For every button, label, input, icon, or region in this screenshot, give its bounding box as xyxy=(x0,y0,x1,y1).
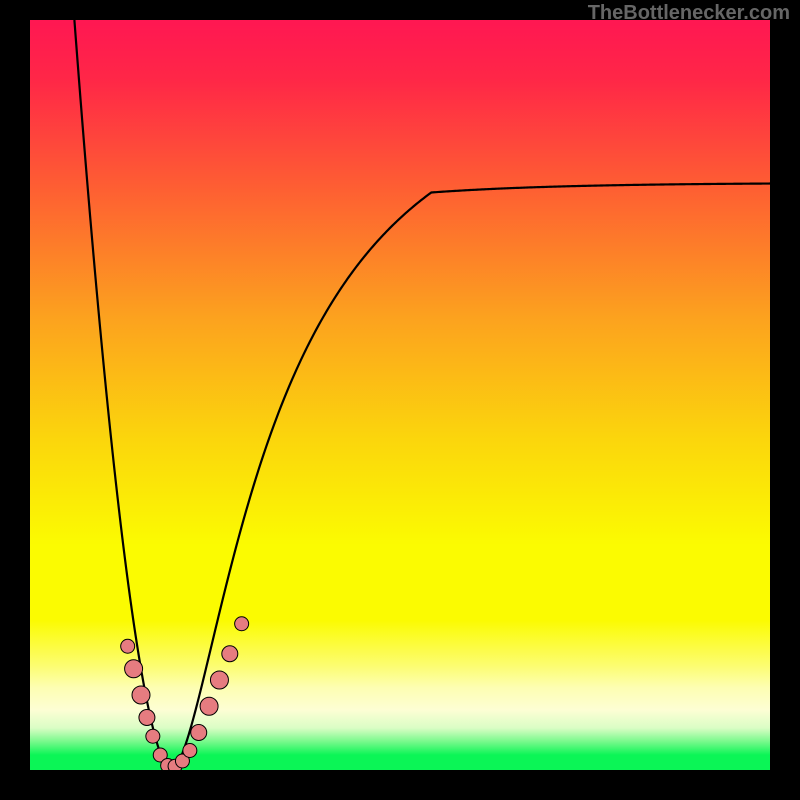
marker-point xyxy=(132,686,150,704)
marker-point xyxy=(139,710,155,726)
chart-stage: TheBottlenecker.com xyxy=(0,0,800,800)
bottleneck-chart-svg xyxy=(30,20,770,770)
marker-point xyxy=(235,617,249,631)
plot-area xyxy=(30,20,770,770)
marker-point xyxy=(191,725,207,741)
marker-point xyxy=(210,671,228,689)
watermark-text: TheBottlenecker.com xyxy=(588,2,790,25)
marker-point xyxy=(183,744,197,758)
marker-point xyxy=(121,639,135,653)
marker-point xyxy=(200,697,218,715)
marker-point xyxy=(125,660,143,678)
marker-point xyxy=(222,646,238,662)
marker-point xyxy=(146,729,160,743)
gradient-background xyxy=(30,20,770,770)
